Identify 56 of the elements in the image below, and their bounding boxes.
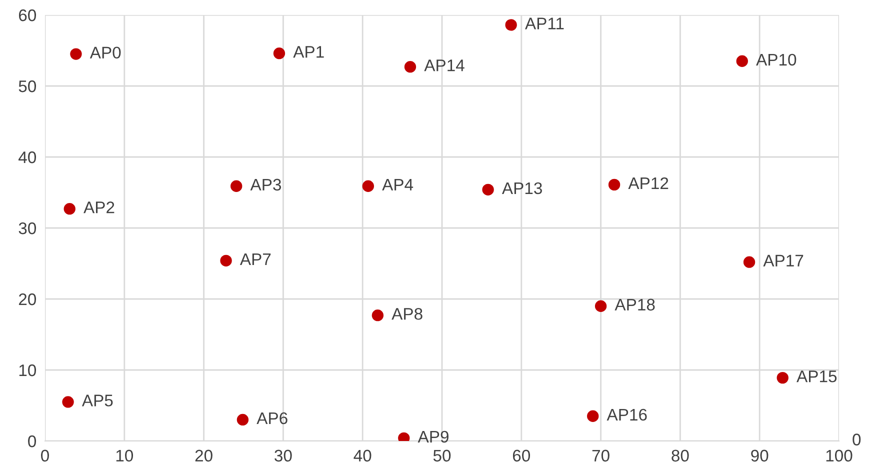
point: [505, 19, 517, 31]
x-tick-label: 30: [274, 450, 292, 462]
point: [70, 48, 82, 60]
x-tick-label: 40: [354, 450, 372, 462]
annotation: AP6: [256, 412, 288, 424]
point: [608, 178, 620, 191]
x-tick-label: 50: [433, 450, 451, 462]
point: [236, 414, 249, 426]
point: [220, 254, 232, 267]
y-tick-label: 60: [18, 9, 36, 22]
annotation: AP12: [628, 177, 668, 189]
x-tick-label: 60: [512, 450, 530, 462]
point: [62, 396, 74, 408]
y-tick-label: 30: [18, 222, 36, 234]
point: [776, 372, 788, 384]
point: [273, 47, 286, 60]
y-tick-label: 50: [18, 80, 36, 92]
point: [404, 60, 416, 73]
point: [230, 180, 242, 192]
point: [594, 300, 607, 312]
point: [736, 55, 748, 67]
point: [362, 180, 374, 192]
y-tick-label: 40: [18, 151, 36, 164]
y-tick-label: 10: [19, 364, 36, 376]
point: [587, 410, 599, 422]
point: [64, 202, 76, 215]
point: [372, 309, 384, 322]
annotation: AP11: [525, 18, 564, 30]
annotation: AP15: [796, 370, 837, 382]
annotation: AP7: [240, 254, 271, 265]
y-tick-label: 0: [28, 435, 36, 448]
x-tick-label: 100: [826, 450, 852, 462]
x-tick-label: 70: [592, 450, 610, 462]
annotation: AP18: [614, 298, 655, 311]
annotation: AP2: [84, 202, 114, 214]
annotation: AP8: [392, 308, 422, 320]
x-tick-label: 0: [41, 450, 49, 462]
annotation: AP9: [418, 430, 448, 443]
point: [743, 256, 756, 268]
annotation: AP0: [90, 46, 121, 59]
x-tick-label: 10: [116, 450, 134, 462]
text: 0: [852, 434, 861, 446]
annotation: AP16: [606, 408, 647, 421]
x-tick-label: 80: [672, 450, 689, 462]
annotation: AP10: [756, 54, 796, 66]
annotation: AP14: [424, 60, 464, 72]
annotation: AP1: [293, 46, 324, 58]
annotation: AP5: [82, 394, 113, 406]
annotation: AP17: [763, 254, 804, 266]
point: [482, 184, 494, 196]
x-tick-label: 20: [195, 450, 212, 462]
x-tick-label: 90: [751, 450, 768, 462]
annotation: AP4: [382, 178, 414, 190]
annotation: AP13: [502, 182, 542, 194]
y-tick-label: 20: [18, 293, 36, 306]
annotation: AP3: [250, 178, 282, 191]
